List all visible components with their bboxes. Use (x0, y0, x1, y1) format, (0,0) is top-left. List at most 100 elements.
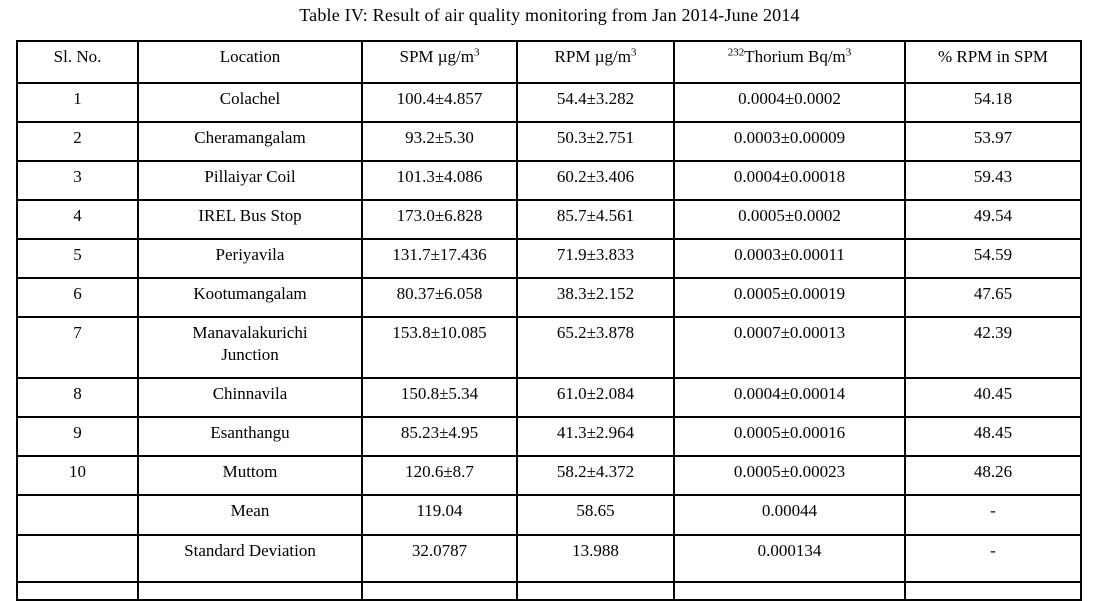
cell-thorium: 0.0004±0.00018 (673, 160, 906, 201)
cell-location: Standard Deviation (137, 534, 363, 583)
cell-pct-rpm: 54.18 (904, 82, 1082, 123)
cell-rpm (516, 581, 675, 601)
cell-thorium: 0.00044 (673, 494, 906, 536)
cell-sl-no (16, 581, 139, 601)
cell-location: Pillaiyar Coil (137, 160, 363, 201)
cell-location: Muttom (137, 455, 363, 496)
cell-location: Esanthangu (137, 416, 363, 457)
cell-thorium: 0.0004±0.00014 (673, 377, 906, 418)
table-row: 2 Cheramangalam 93.2±5.30 50.3±2.751 0.0… (16, 121, 1082, 162)
cell-spm: 119.04 (361, 494, 518, 536)
table-row: 6 Kootumangalam 80.37±6.058 38.3±2.152 0… (16, 277, 1082, 318)
cell-location: IREL Bus Stop (137, 199, 363, 240)
cell-location (137, 581, 363, 601)
cell-rpm: 85.7±4.561 (516, 199, 675, 240)
cell-rpm: 61.0±2.084 (516, 377, 675, 418)
cell-pct-rpm (904, 581, 1082, 601)
cell-sl-no (16, 494, 139, 536)
cell-sl-no: 6 (16, 277, 139, 318)
cell-pct-rpm: 54.59 (904, 238, 1082, 279)
cell-sl-no: 8 (16, 377, 139, 418)
header-row: Sl. No. Location SPM µg/m3 RPM µg/m3 232… (16, 40, 1082, 84)
table-row-mean: Mean 119.04 58.65 0.00044 - (16, 494, 1082, 536)
cell-thorium: 0.0004±0.0002 (673, 82, 906, 123)
cell-location: Periyavila (137, 238, 363, 279)
cell-rpm: 71.9±3.833 (516, 238, 675, 279)
cell-spm: 150.8±5.34 (361, 377, 518, 418)
cell-spm (361, 581, 518, 601)
table-row: 7 Manavalakurichi Junction 153.8±10.085 … (16, 316, 1082, 379)
cell-rpm: 54.4±3.282 (516, 82, 675, 123)
cell-rpm: 60.2±3.406 (516, 160, 675, 201)
table-title: Table IV: Result of air quality monitori… (299, 5, 800, 25)
table-row: 8 Chinnavila 150.8±5.34 61.0±2.084 0.000… (16, 377, 1082, 418)
cell-thorium: 0.0007±0.00013 (673, 316, 906, 379)
paper-page: Table IV: Result of air quality monitori… (16, 5, 1082, 601)
cell-pct-rpm: - (904, 534, 1082, 583)
column-header-pct-rpm: % RPM in SPM (904, 40, 1082, 84)
table-row-partial (16, 581, 1082, 601)
cell-pct-rpm: 47.65 (904, 277, 1082, 318)
cell-sl-no: 1 (16, 82, 139, 123)
cell-pct-rpm: 40.45 (904, 377, 1082, 418)
cell-pct-rpm: 59.43 (904, 160, 1082, 201)
cell-sl-no: 5 (16, 238, 139, 279)
superscript: 3 (474, 46, 480, 59)
cell-spm: 85.23±4.95 (361, 416, 518, 457)
column-header-spm: SPM µg/m3 (361, 40, 518, 84)
cell-sl-no: 9 (16, 416, 139, 457)
cell-thorium (673, 581, 906, 601)
cell-rpm: 13.988 (516, 534, 675, 583)
superscript: 232 (727, 46, 745, 59)
cell-pct-rpm: - (904, 494, 1082, 536)
table-row: 9 Esanthangu 85.23±4.95 41.3±2.964 0.000… (16, 416, 1082, 457)
cell-thorium: 0.0003±0.00011 (673, 238, 906, 279)
cell-location: Kootumangalam (137, 277, 363, 318)
column-header-label: Thorium Bq/m (744, 47, 846, 66)
cell-rpm: 38.3±2.152 (516, 277, 675, 318)
cell-spm: 120.6±8.7 (361, 455, 518, 496)
cell-location: Colachel (137, 82, 363, 123)
table-row: 3 Pillaiyar Coil 101.3±4.086 60.2±3.406 … (16, 160, 1082, 201)
table-row-std-deviation: Standard Deviation 32.0787 13.988 0.0001… (16, 534, 1082, 583)
cell-sl-no (16, 534, 139, 583)
cell-location: Cheramangalam (137, 121, 363, 162)
superscript: 3 (630, 46, 637, 59)
cell-rpm: 58.2±4.372 (516, 455, 675, 496)
cell-spm: 173.0±6.828 (361, 199, 518, 240)
cell-spm: 153.8±10.085 (361, 316, 518, 379)
cell-rpm: 41.3±2.964 (516, 416, 675, 457)
cell-rpm: 58.65 (516, 494, 675, 536)
cell-spm: 93.2±5.30 (361, 121, 518, 162)
cell-sl-no: 7 (16, 316, 139, 379)
column-header-label: RPM µg/m (554, 47, 631, 66)
cell-spm: 32.0787 (361, 534, 518, 583)
cell-spm: 100.4±4.857 (361, 82, 518, 123)
cell-thorium: 0.0005±0.00023 (673, 455, 906, 496)
cell-pct-rpm: 49.54 (904, 199, 1082, 240)
cell-location: Mean (137, 494, 363, 536)
superscript: 3 (845, 46, 852, 59)
cell-thorium: 0.0005±0.0002 (673, 199, 906, 240)
cell-spm: 131.7±17.436 (361, 238, 518, 279)
column-header-label: SPM µg/m (399, 47, 475, 66)
air-quality-table: Sl. No. Location SPM µg/m3 RPM µg/m3 232… (16, 40, 1082, 601)
table-row: 1 Colachel 100.4±4.857 54.4±3.282 0.0004… (16, 82, 1082, 123)
cell-spm: 80.37±6.058 (361, 277, 518, 318)
table-row: 4 IREL Bus Stop 173.0±6.828 85.7±4.561 0… (16, 199, 1082, 240)
cell-location: Manavalakurichi Junction (137, 316, 363, 379)
cell-rpm: 65.2±3.878 (516, 316, 675, 379)
cell-sl-no: 2 (16, 121, 139, 162)
cell-pct-rpm: 48.26 (904, 455, 1082, 496)
cell-sl-no: 3 (16, 160, 139, 201)
table-row: 10 Muttom 120.6±8.7 58.2±4.372 0.0005±0.… (16, 455, 1082, 496)
cell-sl-no: 4 (16, 199, 139, 240)
cell-rpm: 50.3±2.751 (516, 121, 675, 162)
cell-pct-rpm: 42.39 (904, 316, 1082, 379)
column-header-sl-no: Sl. No. (16, 40, 139, 84)
cell-sl-no: 10 (16, 455, 139, 496)
cell-thorium: 0.0003±0.00009 (673, 121, 906, 162)
cell-location: Chinnavila (137, 377, 363, 418)
cell-spm: 101.3±4.086 (361, 160, 518, 201)
column-header-thorium: 232Thorium Bq/m3 (673, 40, 906, 84)
